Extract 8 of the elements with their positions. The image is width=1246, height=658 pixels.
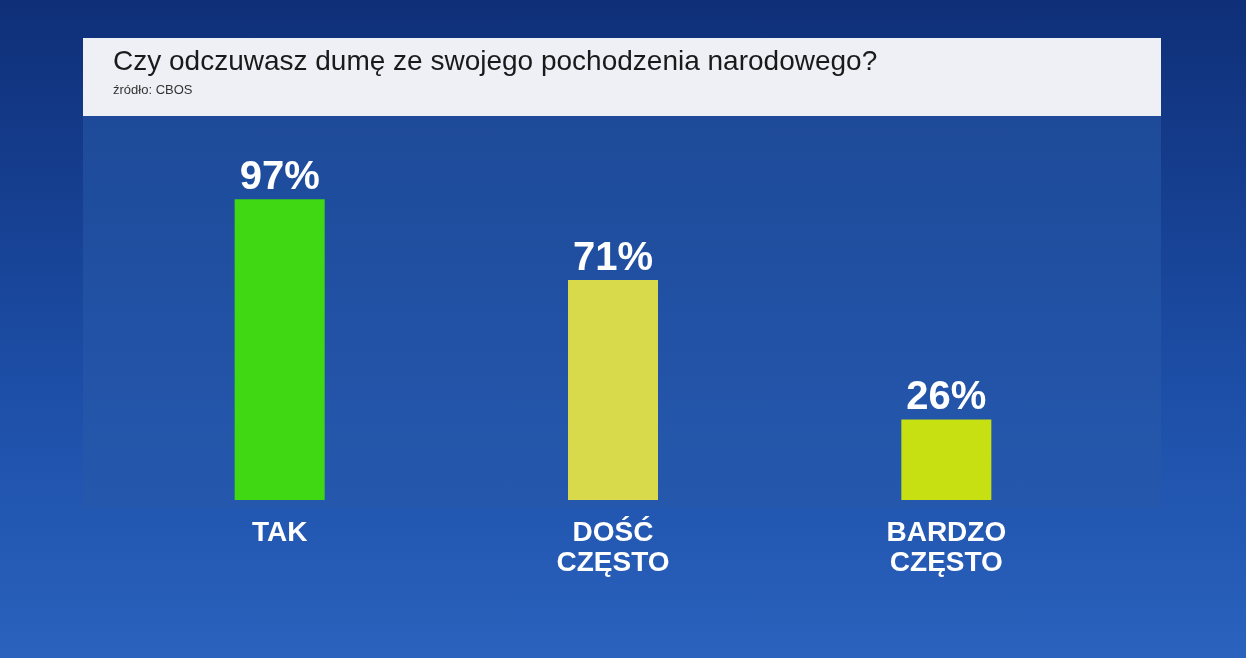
- x-tick-label: DOŚĆ CZĘSTO: [556, 515, 670, 577]
- chart-title: Czy odczuwasz dumę ze swojego pochodzenia narodowego?: [113, 45, 878, 77]
- data-label: 26%: [906, 373, 987, 418]
- data-label: 97%: [239, 153, 320, 198]
- data-label: 71%: [572, 233, 654, 278]
- text: źródło: CBOS: [113, 82, 193, 98]
- x-tick-label: TAK: [251, 515, 308, 547]
- x-tick-label: BARDZO CZĘSTO: [886, 515, 1007, 577]
